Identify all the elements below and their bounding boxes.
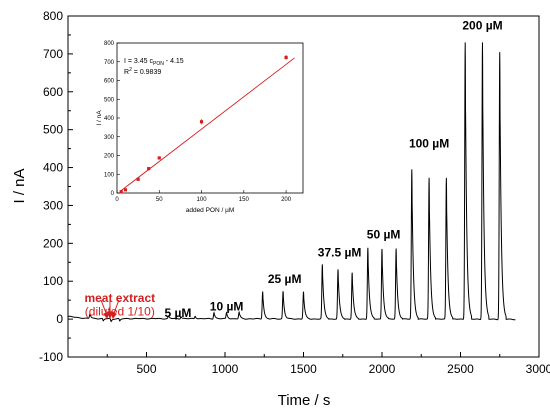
annotation-7: 100 µM — [409, 136, 449, 150]
annotation-1: (diluted 1/10) — [85, 304, 155, 318]
inset-y-tick-label: 500 — [104, 97, 115, 103]
inset-point-5 — [199, 120, 204, 124]
inset-fit-equation: I = 3.45 cPON - 4.15 — [124, 58, 184, 67]
eq-main: I = 3.45 c — [124, 58, 153, 65]
main-x-axis-label: Time / s — [278, 392, 331, 409]
annotation-5: 37.5 µM — [318, 246, 362, 260]
r2-sup: 2 — [129, 67, 132, 73]
arrow-3 — [113, 299, 120, 314]
x-tick-label: 3000 — [526, 362, 550, 376]
inset-y-tick-label: 300 — [104, 135, 115, 141]
inset-point-2 — [136, 177, 140, 181]
y-tick-label: 700 — [43, 47, 63, 61]
inset-point-3 — [147, 167, 151, 171]
inset-y-tick-label: 100 — [104, 172, 115, 178]
y-tick-label: 500 — [43, 123, 63, 137]
inset-point-0 — [119, 190, 123, 194]
annotation-4: 25 µM — [268, 272, 302, 286]
main-trace-group — [67, 42, 516, 323]
annotation-6: 50 µM — [367, 227, 401, 241]
inset-r-squared: R2 = 0.9839 — [124, 67, 161, 76]
annotation-8: 200 µM — [462, 18, 502, 32]
eq-tail: - 4.15 — [164, 58, 184, 65]
inset-point-6 — [284, 55, 288, 60]
r2-main: R — [124, 69, 129, 76]
y-tick-label: 0 — [56, 312, 63, 326]
y-tick-label: -100 — [39, 350, 63, 364]
y-tick-label: 800 — [43, 9, 63, 23]
inset-y-tick-label: 400 — [104, 116, 115, 122]
y-tick-label: 100 — [43, 274, 63, 288]
main-current-trace — [67, 42, 516, 323]
y-tick-label: 300 — [43, 198, 63, 212]
inset-plot-group — [119, 55, 295, 194]
inset-x-tick-label: 50 — [156, 197, 163, 203]
inset-y-axis-label: I / nA — [96, 110, 103, 126]
eq-sub: PON — [153, 61, 164, 67]
main-y-axis-label: I / nA — [11, 168, 28, 203]
x-tick-label: 2500 — [447, 362, 474, 376]
inset-y-tick-label: 0 — [111, 191, 115, 197]
inset-x-tick-label: 150 — [239, 197, 250, 203]
inset-x-tick-label: 100 — [197, 197, 208, 203]
annotation-3: 10 µM — [210, 299, 244, 313]
inset-y-tick-label: 800 — [104, 41, 115, 47]
meat-extract-arrows — [100, 299, 120, 320]
inset-x-tick-label: 0 — [115, 197, 119, 203]
r2-tail: = 0.9839 — [132, 69, 161, 76]
x-tick-label: 1500 — [290, 362, 317, 376]
inset-point-1 — [123, 188, 128, 192]
annotation-0: meat extract — [84, 291, 155, 305]
arrow-3-head — [110, 311, 117, 320]
inset-y-tick-label: 200 — [104, 154, 115, 160]
inset-x-axis-label: added PON / µM — [186, 207, 235, 214]
y-tick-label: 200 — [43, 236, 63, 250]
inset-frame — [116, 42, 304, 194]
annotation-2: 5 µM — [164, 306, 191, 320]
inset-y-tick-label: 600 — [104, 79, 115, 85]
inset-point-4 — [157, 156, 161, 160]
y-tick-label: 400 — [43, 161, 63, 175]
inset-y-tick-label: 700 — [104, 60, 115, 66]
inset-x-tick-label: 200 — [281, 197, 292, 203]
y-tick-label: 600 — [43, 85, 63, 99]
x-tick-label: 2000 — [369, 362, 396, 376]
x-tick-label: 500 — [136, 362, 156, 376]
inset-axis-ticks: 0 100 200 300 400 500 600 700 800 0 50 100 150 200 — [104, 41, 292, 203]
arrow-1 — [100, 299, 107, 314]
x-tick-label: 1000 — [212, 362, 239, 376]
